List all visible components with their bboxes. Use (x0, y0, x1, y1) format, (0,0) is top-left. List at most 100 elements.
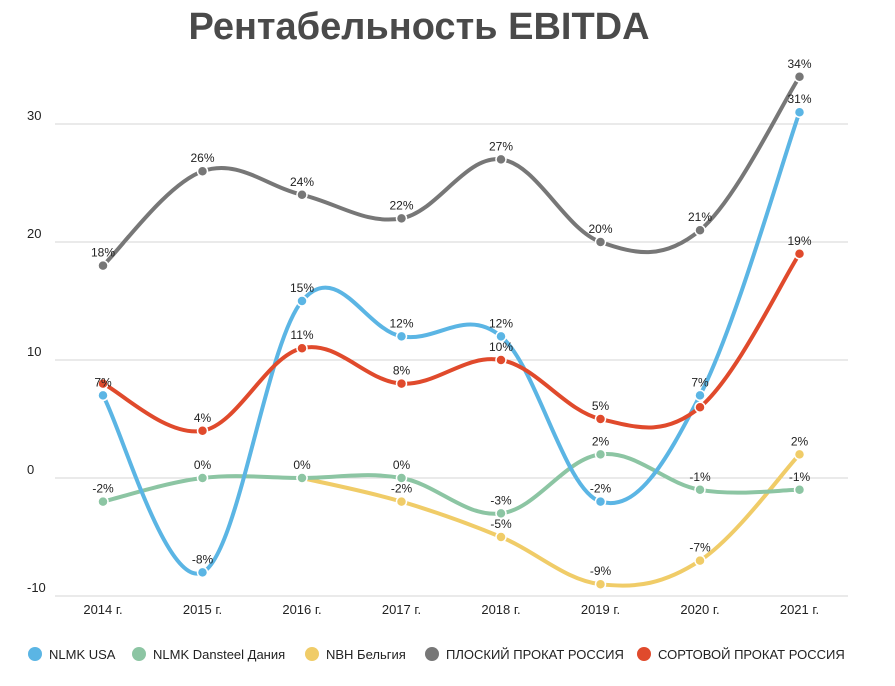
data-point (395, 212, 408, 225)
data-point (694, 224, 706, 236)
data-label: 21% (688, 210, 712, 224)
data-label: 7% (691, 375, 709, 389)
y-tick-label: 30 (27, 108, 41, 123)
data-label: -1% (789, 470, 811, 484)
data-point (694, 389, 706, 402)
data-point (395, 377, 408, 390)
y-tick-label: 0 (27, 462, 34, 477)
legend-swatch (425, 647, 439, 661)
data-point (793, 71, 806, 83)
data-label: 22% (389, 198, 413, 212)
data-label: 0% (393, 458, 411, 472)
data-label: 12% (389, 316, 413, 330)
data-label: 24% (290, 175, 314, 189)
data-point (395, 472, 408, 484)
data-point (594, 448, 607, 461)
data-point (793, 248, 806, 260)
data-label: -2% (391, 482, 413, 496)
data-point (495, 330, 507, 343)
data-label: -2% (92, 482, 114, 496)
legend-swatch (305, 647, 319, 661)
data-point (694, 554, 706, 567)
data-label: 18% (91, 246, 115, 260)
data-label: 7% (94, 375, 112, 389)
data-point (196, 425, 209, 437)
data-label: 19% (787, 234, 811, 248)
data-point (594, 236, 607, 248)
x-tick-label: 2015 г. (183, 602, 222, 617)
x-tick-label: 2019 г. (581, 602, 620, 617)
x-tick-label: 2021 г. (780, 602, 819, 617)
y-axis-ticks: -10 0 10 20 30 (27, 108, 46, 595)
data-point (196, 165, 209, 177)
data-label: 20% (588, 222, 612, 236)
x-tick-label: 2016 г. (282, 602, 321, 617)
legend-label: NLMK USA (49, 647, 116, 662)
series-points (97, 71, 806, 590)
data-label: -7% (689, 541, 711, 555)
data-label: -5% (490, 517, 512, 531)
data-label: 0% (194, 458, 212, 472)
data-point (793, 106, 806, 118)
data-label: -1% (689, 470, 711, 484)
data-point (395, 495, 408, 508)
data-point (296, 295, 308, 307)
x-tick-label: 2020 г. (680, 602, 719, 617)
data-label: 12% (489, 316, 513, 330)
data-point (97, 259, 109, 272)
data-point (793, 484, 806, 496)
data-point (296, 189, 308, 201)
legend-swatch (132, 647, 146, 661)
data-point (495, 354, 507, 366)
data-point (196, 566, 209, 579)
legend-label: ПЛОСКИЙ ПРОКАТ РОССИЯ (446, 647, 624, 662)
x-tick-label: 2018 г. (481, 602, 520, 617)
series-line (300, 452, 802, 588)
legend: NLMK USA NLMK Dansteel Дания NBH Бельгия ПЛ… (28, 647, 845, 662)
data-point (594, 578, 607, 590)
data-label: 0% (293, 458, 311, 472)
data-point (793, 448, 806, 461)
series-line (101, 452, 802, 516)
legend-label: NBH Бельгия (326, 647, 406, 662)
data-label: 10% (489, 340, 513, 354)
legend-swatch (28, 647, 42, 661)
y-tick-label: 10 (27, 344, 41, 359)
data-label: 8% (393, 364, 411, 378)
data-labels: 7% -8% 15% 12% 12% -2% 7% 31% -2% 0% 0% 0% -3% 2% -1% -… (91, 57, 812, 578)
data-label: -8% (192, 552, 214, 566)
data-label: -9% (590, 564, 612, 578)
y-tick-label: 20 (27, 226, 41, 241)
data-point (196, 472, 209, 484)
data-label: 5% (592, 399, 610, 413)
data-point (594, 413, 607, 425)
data-label: 15% (290, 281, 314, 295)
legend-swatch (637, 647, 651, 661)
data-point (97, 377, 109, 390)
data-label: 4% (194, 411, 212, 425)
data-label: -3% (490, 493, 512, 507)
data-label: 26% (190, 151, 214, 165)
data-point (694, 484, 706, 496)
series-line (101, 110, 802, 576)
data-point (495, 507, 507, 520)
data-point (694, 401, 706, 413)
data-label: 2% (791, 434, 809, 448)
x-tick-label: 2017 г. (382, 602, 421, 617)
data-label: 27% (489, 139, 513, 153)
data-point (495, 153, 507, 166)
y-tick-label: -10 (27, 580, 46, 595)
data-label: 34% (787, 57, 811, 71)
data-label: 11% (290, 328, 313, 342)
legend-label: СОРТОВОЙ ПРОКАТ РОССИЯ (658, 647, 845, 662)
data-label: 31% (787, 92, 811, 106)
data-point (594, 495, 607, 508)
data-point (97, 495, 109, 508)
chart-title: Рентабельность EBITDA (188, 6, 650, 48)
data-point (395, 330, 408, 343)
data-point (495, 531, 507, 543)
x-tick-label: 2014 г. (83, 602, 122, 617)
legend-label: NLMK Dansteel Дания (153, 647, 285, 662)
data-point (97, 389, 109, 402)
